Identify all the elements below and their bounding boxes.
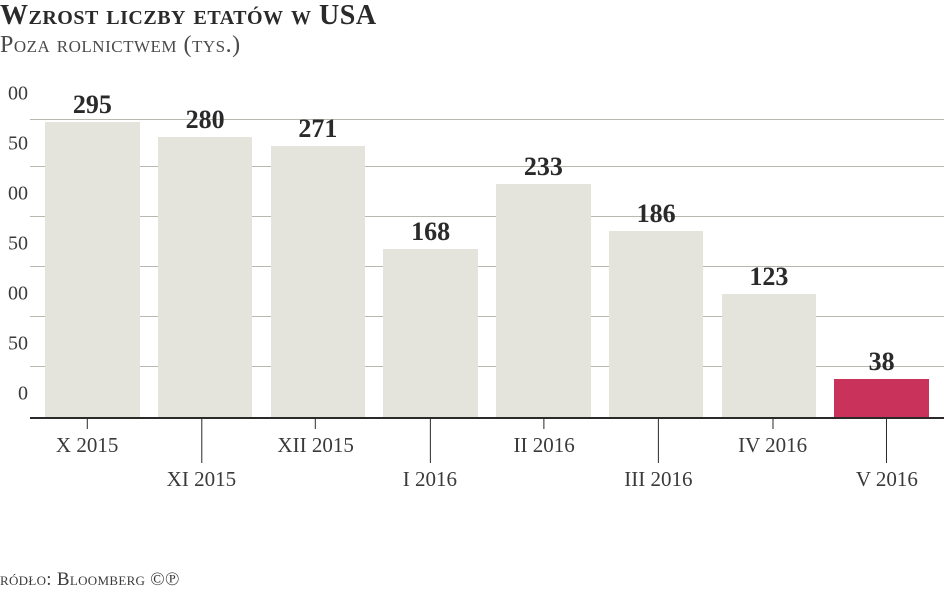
bar-slot: 168 xyxy=(374,120,487,417)
bar: 271 xyxy=(271,146,366,417)
bar: 168 xyxy=(383,249,478,417)
x-tick: IV 2016 xyxy=(738,419,807,458)
chart-container: 0500050005000 29528027116823318612338 X … xyxy=(0,79,948,509)
x-tick-mark xyxy=(544,419,545,429)
x-tick: V 2016 xyxy=(856,419,918,492)
bar-value-label: 233 xyxy=(524,152,563,182)
x-tick: X 2015 xyxy=(56,419,118,458)
x-tick: XI 2015 xyxy=(167,419,236,492)
x-tick: XII 2015 xyxy=(277,419,353,458)
bar-value-label: 186 xyxy=(637,199,676,229)
bar: 233 xyxy=(496,184,591,417)
bar-slot: 295 xyxy=(36,120,149,417)
x-tick-mark xyxy=(772,419,773,429)
x-tick: I 2016 xyxy=(403,419,457,492)
y-tick-label: 50 xyxy=(0,233,28,256)
bars-group: 29528027116823318612338 xyxy=(30,120,944,417)
plot-area: 0500050005000 29528027116823318612338 xyxy=(30,119,944,419)
bar: 123 xyxy=(722,294,817,417)
x-tick-mark xyxy=(315,419,316,429)
bar-slot: 38 xyxy=(825,120,938,417)
bar-value-label: 168 xyxy=(411,217,450,247)
x-tick-mark xyxy=(886,419,887,463)
x-tick-label: XII 2015 xyxy=(277,433,353,458)
x-tick-label: X 2015 xyxy=(56,433,118,458)
bar: 38 xyxy=(834,379,929,417)
source-attribution: ródło: Bloomberg ©℗ xyxy=(0,569,180,591)
bar-slot: 123 xyxy=(713,120,826,417)
bar-value-label: 123 xyxy=(749,262,788,292)
x-tick-mark xyxy=(87,419,88,429)
bar-value-label: 271 xyxy=(298,114,337,144)
x-axis: X 2015 XI 2015 XII 2015 I 2016 II 2016 III 20… xyxy=(30,419,944,509)
x-tick-label: I 2016 xyxy=(403,467,457,492)
bar-slot: 233 xyxy=(487,120,600,417)
bar-value-label: 280 xyxy=(186,105,225,135)
x-tick-label: V 2016 xyxy=(856,467,918,492)
x-tick-mark xyxy=(429,419,430,463)
y-tick-label: 00 xyxy=(0,183,28,206)
bar: 295 xyxy=(45,122,140,417)
bar-value-label: 38 xyxy=(869,347,895,377)
chart-subtitle: Poza rolnictwem (tys.) xyxy=(0,32,948,59)
x-tick-label: III 2016 xyxy=(624,467,692,492)
bar: 186 xyxy=(609,231,704,417)
y-tick-label: 0 xyxy=(0,383,28,406)
x-tick-mark xyxy=(658,419,659,463)
bar-value-label: 295 xyxy=(73,90,112,120)
x-tick-label: II 2016 xyxy=(514,433,575,458)
x-tick-mark xyxy=(201,419,202,463)
y-tick-label: 00 xyxy=(0,283,28,306)
x-tick-label: XI 2015 xyxy=(167,467,236,492)
y-tick-label: 50 xyxy=(0,333,28,356)
y-tick-label: 50 xyxy=(0,133,28,156)
chart-title: Wzrost liczby etatów w USA xyxy=(0,0,948,32)
bar-slot: 271 xyxy=(262,120,375,417)
x-tick-label: IV 2016 xyxy=(738,433,807,458)
y-tick-label: 00 xyxy=(0,83,28,106)
x-tick: III 2016 xyxy=(624,419,692,492)
x-tick: II 2016 xyxy=(514,419,575,458)
bar-slot: 280 xyxy=(149,120,262,417)
bar-slot: 186 xyxy=(600,120,713,417)
bar: 280 xyxy=(158,137,253,417)
